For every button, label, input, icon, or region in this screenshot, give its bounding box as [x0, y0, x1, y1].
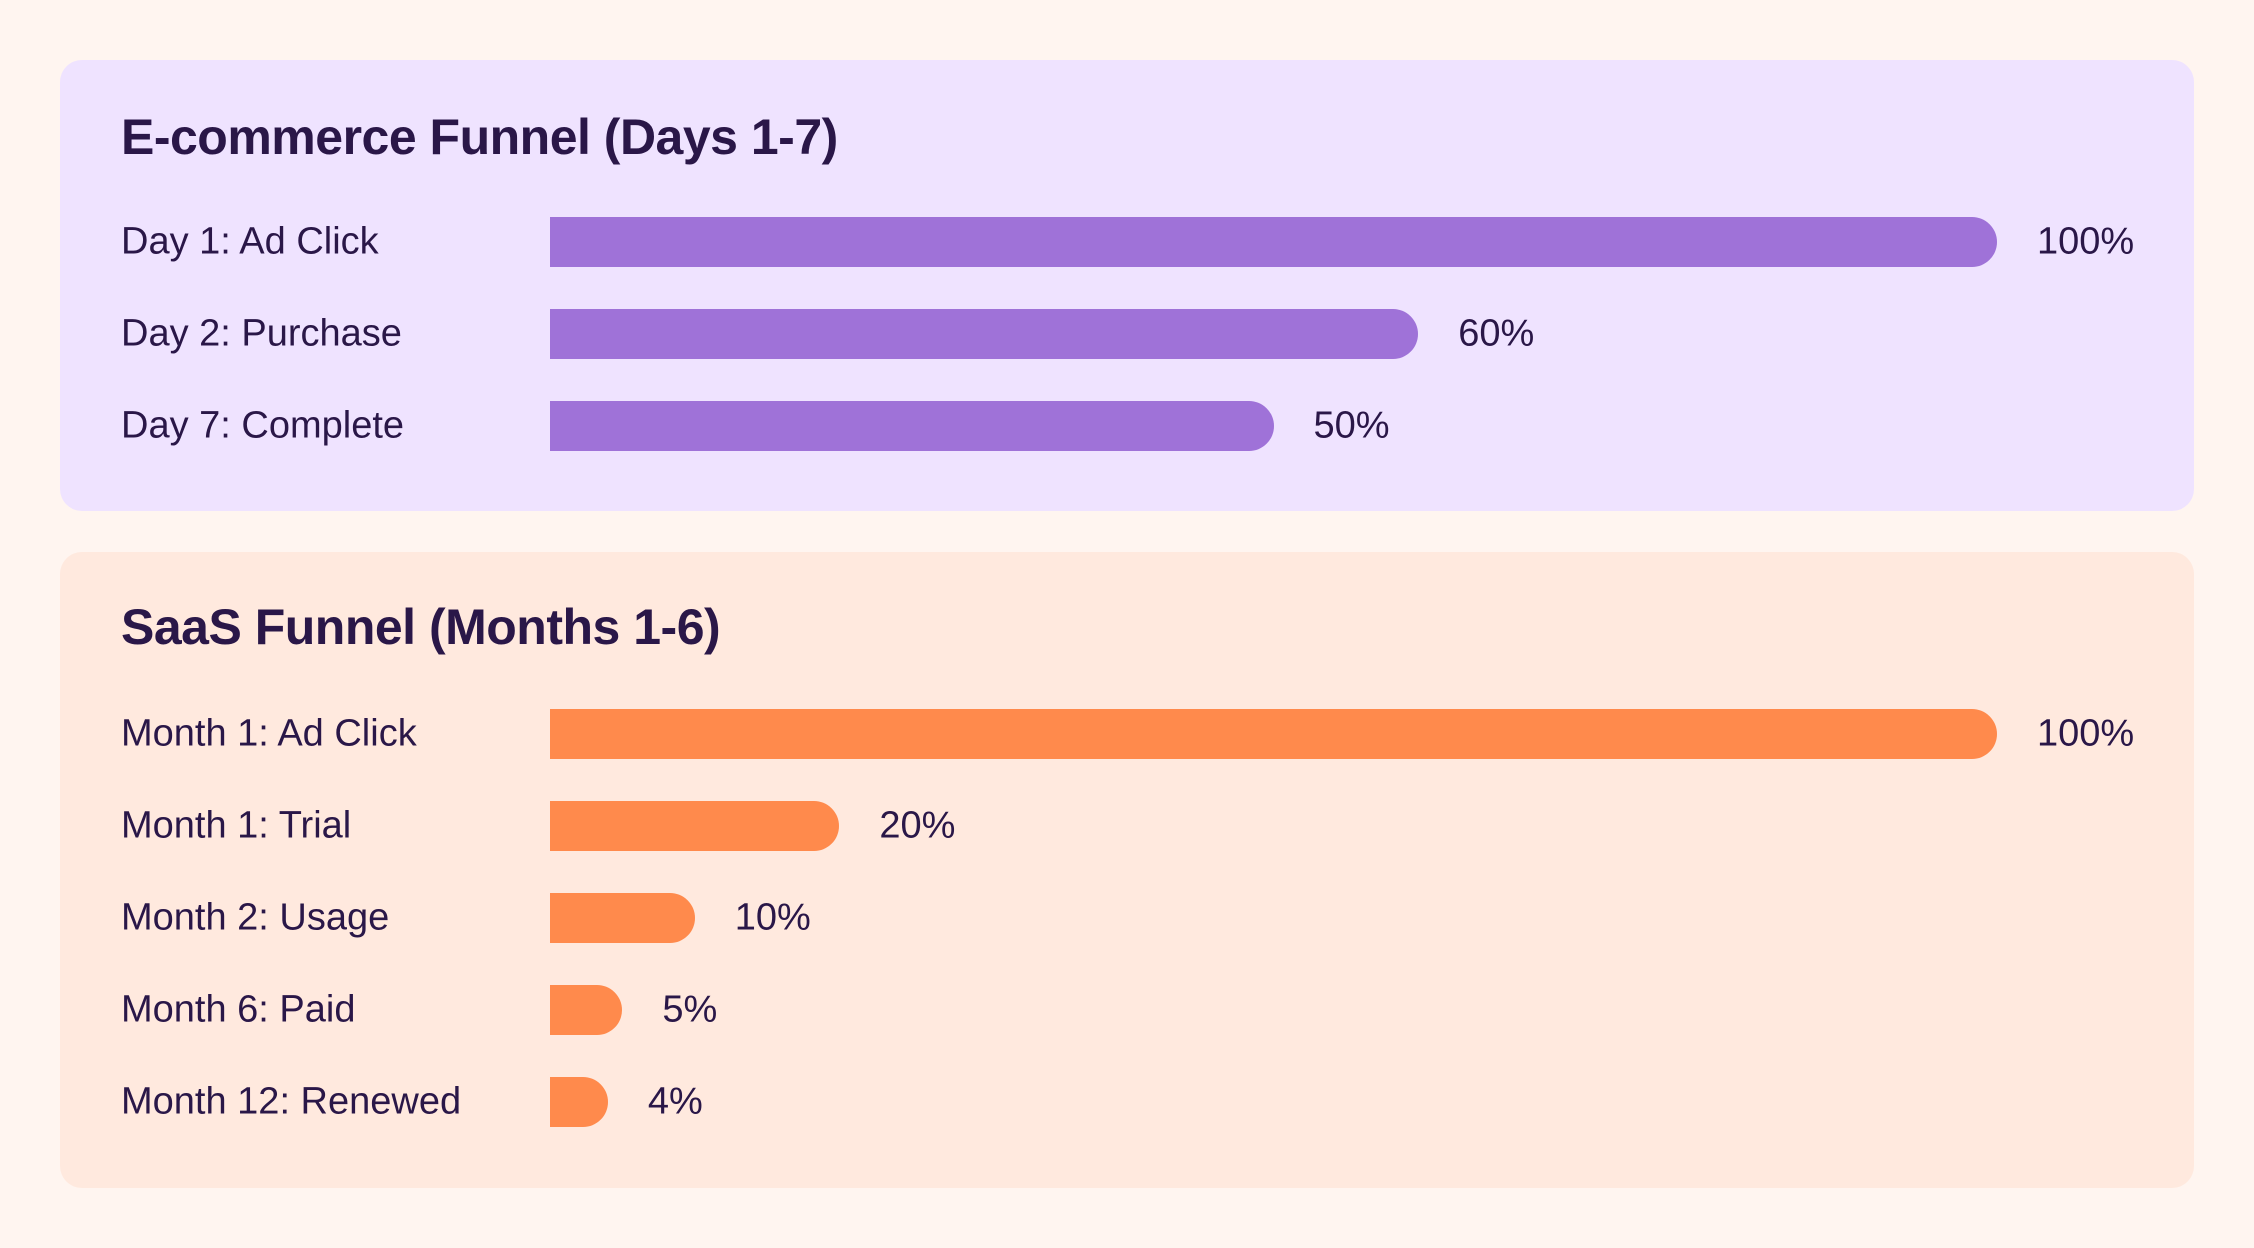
- funnel-bar: [550, 217, 1997, 267]
- bar-value-label: 4%: [647, 1080, 703, 1123]
- bar-value-label: 5%: [662, 988, 718, 1031]
- funnel-row: Month 6: Paid 5%: [60, 985, 2194, 1035]
- stage-label: Day 2: Purchase: [121, 312, 402, 355]
- funnel-bar: [550, 1077, 608, 1127]
- stage-label: Day 7: Complete: [121, 404, 405, 447]
- bar-value-label: 20%: [879, 804, 956, 847]
- stage-label: Day 1: Ad Click: [121, 220, 379, 263]
- funnel-row: Day 7: Complete 50%: [60, 401, 2194, 451]
- bar-value-label: 50%: [1313, 404, 1390, 447]
- ecommerce-funnel-panel: E-commerce Funnel (Days 1-7) Day 1: Ad C…: [60, 60, 2194, 511]
- stage-label: Month 12: Renewed: [121, 1080, 462, 1123]
- funnel-bar: [550, 801, 840, 851]
- funnel-row: Month 1: Ad Click 100%: [60, 709, 2194, 759]
- funnel-row: Month 12: Renewed 4%: [60, 1077, 2194, 1127]
- bar-value-label: 100%: [2037, 220, 2135, 263]
- bar-value-label: 10%: [734, 896, 811, 939]
- funnel-bar: [550, 893, 695, 943]
- funnel-row: Month 1: Trial 20%: [60, 801, 2194, 851]
- stage-label: Month 6: Paid: [121, 988, 356, 1031]
- bar-value-label: 100%: [2037, 712, 2135, 755]
- stage-label: Month 2: Usage: [121, 896, 390, 939]
- funnel-bar: [550, 401, 1274, 451]
- funnel-row: Month 2: Usage 10%: [60, 893, 2194, 943]
- bar-value-label: 60%: [1458, 312, 1535, 355]
- saas-funnel-title: SaaS Funnel (Months 1-6): [121, 599, 721, 655]
- funnel-bar: [550, 309, 1419, 359]
- ecommerce-funnel-title: E-commerce Funnel (Days 1-7): [121, 109, 838, 165]
- stage-label: Month 1: Trial: [121, 804, 352, 847]
- funnel-row: Day 2: Purchase 60%: [60, 309, 2194, 359]
- saas-funnel-panel: SaaS Funnel (Months 1-6) Month 1: Ad Cli…: [60, 552, 2194, 1188]
- stage-label: Month 1: Ad Click: [121, 712, 417, 755]
- funnel-row: Day 1: Ad Click 100%: [60, 217, 2194, 267]
- funnel-bar: [550, 985, 623, 1035]
- funnel-bar: [550, 709, 1997, 759]
